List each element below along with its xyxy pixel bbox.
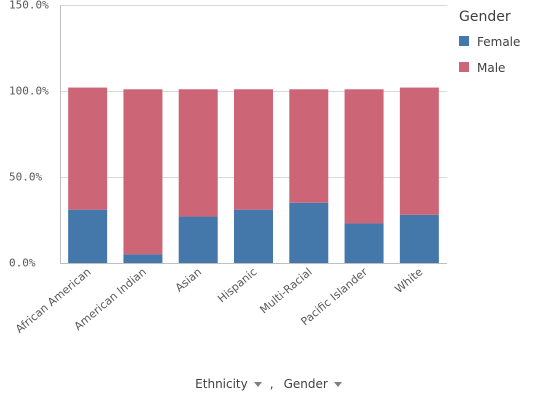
dimension-ethnicity-label: Ethnicity — [195, 377, 248, 391]
bar-male[interactable] — [289, 89, 329, 203]
bar-male[interactable] — [68, 87, 108, 210]
dimension-ethnicity[interactable]: Ethnicity — [195, 377, 262, 391]
bar-male[interactable] — [344, 89, 384, 224]
legend-swatch-male — [459, 62, 469, 72]
bar-female[interactable] — [234, 209, 273, 263]
caret-down-icon[interactable] — [333, 381, 342, 387]
bar-male[interactable] — [234, 89, 273, 210]
legend-title: Gender — [459, 9, 511, 25]
dimension-separator: , — [269, 377, 274, 391]
bar-male[interactable] — [178, 89, 218, 217]
bar-female[interactable] — [344, 223, 384, 263]
y-tick-label: 50.0% — [9, 171, 42, 184]
bar-female[interactable] — [68, 209, 108, 263]
bar-male[interactable] — [399, 87, 439, 215]
dimension-selector: Ethnicity , Gender — [0, 377, 537, 391]
bar-male[interactable] — [123, 89, 163, 255]
bar-female[interactable] — [399, 214, 439, 263]
bar-female[interactable] — [178, 216, 218, 263]
dimension-gender[interactable]: Gender — [284, 377, 342, 391]
dimension-gender-label: Gender — [283, 377, 328, 391]
y-tick-label: 0.0% — [9, 257, 36, 270]
bar-female[interactable] — [289, 202, 329, 263]
legend-label-female: Female — [477, 35, 520, 49]
legend-label-male: Male — [477, 61, 505, 75]
bar-female[interactable] — [123, 254, 163, 263]
stacked-bar-chart: 0.0%50.0%100.0%150.0% African AmericanAm… — [9, 0, 520, 336]
legend-swatch-female — [459, 36, 469, 46]
x-tick-label: Multi-Racial — [257, 265, 314, 316]
x-tick-label: Hispanic — [215, 265, 259, 305]
x-tick-label: Asian — [173, 265, 204, 294]
y-tick-label: 100.0% — [9, 85, 49, 98]
y-tick-label: 150.0% — [9, 0, 49, 12]
x-tick-label: White — [392, 265, 425, 296]
caret-down-icon[interactable] — [253, 381, 262, 387]
